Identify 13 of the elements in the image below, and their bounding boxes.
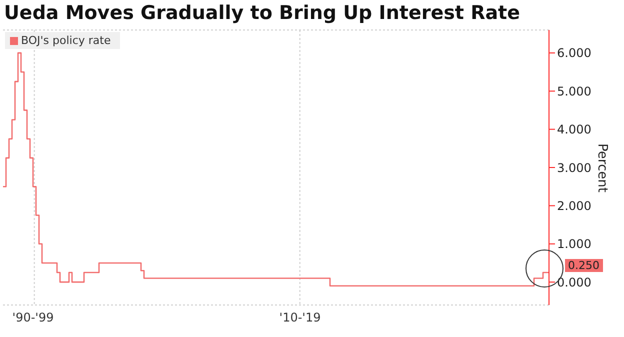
legend-label: BOJ's policy rate: [20, 34, 111, 47]
y-tick-label: 4.000: [557, 122, 592, 137]
y-tick-label: 2.000: [557, 198, 592, 213]
y-axis-title: Percent: [594, 143, 610, 192]
y-tick-label: 1.000: [557, 237, 592, 252]
chart-title: Ueda Moves Gradually to Bring Up Interest Rate: [4, 2, 520, 24]
y-tick-label: 3.000: [557, 160, 592, 175]
text: 0.250: [565, 258, 602, 272]
y-tick-label: 0.000: [557, 275, 592, 290]
y-tick-label: 5.000: [557, 84, 592, 98]
x-tick-label: '10-'19: [279, 310, 321, 325]
y-tick-label: 6.000: [557, 46, 592, 60]
x-tick-label: '90-'99: [12, 310, 54, 325]
